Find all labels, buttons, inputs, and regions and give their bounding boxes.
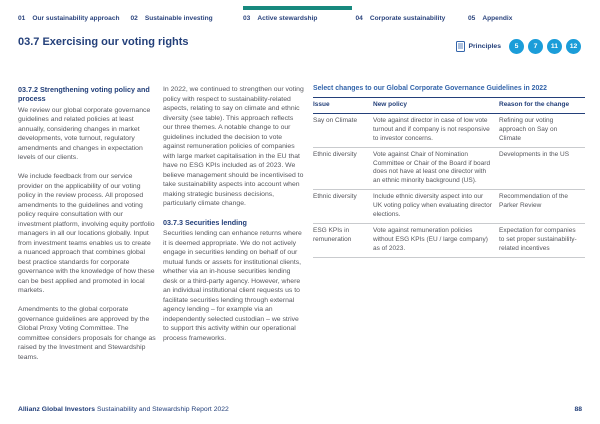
nav-item-sustainability-approach[interactable]: 01 Our sustainability approach bbox=[18, 15, 131, 22]
table-row: ESG KPIs in remuneration Vote against re… bbox=[313, 223, 585, 258]
governance-changes-table: Issue New policy Reason for the change S… bbox=[313, 97, 585, 258]
principles-label: Principles bbox=[468, 43, 502, 50]
nav-item-label: Appendix bbox=[482, 15, 513, 22]
table-row: Say on Climate Vote against director in … bbox=[313, 113, 585, 148]
nav-item-active-stewardship[interactable]: 03 Active stewardship bbox=[243, 6, 356, 22]
page-title: 03.7 Exercising our voting rights bbox=[18, 36, 189, 48]
column-header-issue: Issue bbox=[313, 97, 373, 114]
nav-item-number: 05 bbox=[468, 15, 476, 22]
nav-item-label: Sustainable investing bbox=[144, 15, 213, 22]
nav-item-number: 04 bbox=[355, 15, 363, 22]
subsection-heading-0372: 03.7.2 Strengthening voting policy and p… bbox=[18, 85, 150, 104]
principle-badge-12[interactable]: 12 bbox=[566, 39, 581, 54]
principle-badge-7[interactable]: 7 bbox=[528, 39, 543, 54]
subsection-heading-0373: 03.7.3 Securities lending bbox=[163, 218, 247, 227]
paragraph: We review our global corporate governanc… bbox=[18, 106, 151, 162]
cell-reason: Developments in the US bbox=[499, 147, 585, 191]
report-name: Sustainability and Stewardship Report 20… bbox=[96, 406, 229, 413]
cell-reason: Recommendation of the Parker Review bbox=[499, 189, 585, 224]
nav-item-number: 01 bbox=[18, 15, 26, 22]
active-chapter-indicator bbox=[243, 6, 352, 10]
cell-policy: Vote against Chair of Nomination Committ… bbox=[373, 147, 499, 191]
cell-policy: Vote against remuneration policies witho… bbox=[373, 223, 499, 258]
chapter-nav: 01 Our sustainability approach 02 Sustaina… bbox=[18, 6, 590, 22]
cell-reason: Refining our voting approach on Say on C… bbox=[499, 113, 585, 148]
paragraph: Securities lending can enhance returns w… bbox=[163, 230, 302, 342]
principle-badge-5[interactable]: 5 bbox=[509, 39, 524, 54]
cell-issue: Ethnic diversity bbox=[313, 189, 373, 224]
column-securities-lending: In 2022, we continued to strengthen our … bbox=[163, 85, 304, 353]
cell-issue: ESG KPIs in remuneration bbox=[313, 223, 373, 258]
paragraph: We include feedback from our service pro… bbox=[18, 173, 155, 295]
column-header-reason: Reason for the change bbox=[499, 97, 585, 114]
table-caption: Select changes to our Global Corporate G… bbox=[313, 85, 547, 92]
nav-item-label: Our sustainability approach bbox=[32, 15, 120, 22]
column-strengthening-voting-policy: 03.7.2 Strengthening voting policy and p… bbox=[18, 85, 156, 372]
cell-policy: Include ethnic diversity aspect into our… bbox=[373, 189, 499, 224]
principles-document-icon bbox=[455, 41, 465, 52]
cell-issue: Say on Climate bbox=[313, 113, 373, 148]
cell-issue: Ethnic diversity bbox=[313, 147, 373, 191]
cell-policy: Vote against director in case of low vot… bbox=[373, 113, 499, 148]
principles-badges: Principles 5 7 11 12 bbox=[455, 39, 581, 54]
nav-item-label: Active stewardship bbox=[257, 15, 318, 22]
table-header-row: Issue New policy Reason for the change bbox=[313, 97, 585, 114]
table-row: Ethnic diversity Include ethnic diversit… bbox=[313, 189, 585, 224]
footer-report-title: Allianz Global Investors Sustainability … bbox=[18, 406, 229, 413]
nav-item-corporate-sustainability[interactable]: 04 Corporate sustainability bbox=[356, 15, 469, 22]
table-row: Ethnic diversity Vote against Chair of N… bbox=[313, 147, 585, 191]
nav-item-number: 02 bbox=[130, 15, 138, 22]
column-header-policy: New policy bbox=[373, 97, 499, 114]
paragraph: Amendments to the global corporate gover… bbox=[18, 306, 156, 361]
nav-item-appendix[interactable]: 05 Appendix bbox=[468, 15, 581, 22]
brand-name: Allianz Global Investors bbox=[18, 406, 96, 413]
nav-item-number: 03 bbox=[243, 15, 251, 22]
principle-badge-11[interactable]: 11 bbox=[547, 39, 562, 54]
nav-item-label: Corporate sustainability bbox=[369, 15, 446, 22]
paragraph: In 2022, we continued to strengthen our … bbox=[163, 86, 304, 207]
governance-changes-table-section: Select changes to our Global Corporate G… bbox=[313, 85, 585, 258]
page-number: 88 bbox=[574, 406, 582, 413]
nav-item-sustainable-investing[interactable]: 02 Sustainable investing bbox=[131, 15, 244, 22]
cell-reason: Expectation for companies to set proper … bbox=[499, 223, 585, 258]
